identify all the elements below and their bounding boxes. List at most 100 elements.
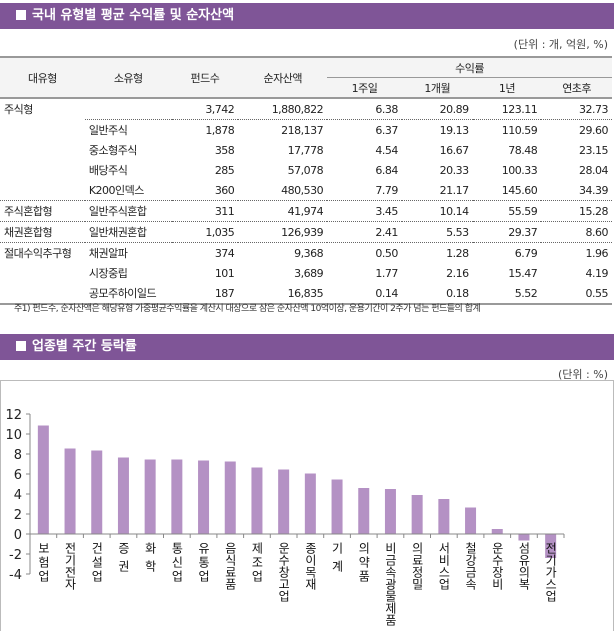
cell-minor: 배당주식	[88, 164, 128, 177]
bar	[251, 467, 263, 534]
y-tick-label: -4	[9, 568, 22, 583]
table-row: 주식혼합형 일반주식혼합 311 41,974 3.45 10.14 55.59 15.28	[0, 200, 612, 222]
x-category-label: 서비스업	[437, 542, 451, 590]
cell-m1: 2.16	[446, 266, 469, 280]
cell-w1: 6.38	[375, 102, 398, 116]
y-tick-label: 2	[14, 508, 22, 523]
cell-m1: 0.18	[446, 286, 469, 300]
cell-y1: 78.48	[508, 143, 538, 157]
cell-funds: 374	[171, 242, 239, 263]
cell-y1: 145.60	[501, 183, 538, 197]
cell-major: 주식혼합형	[0, 200, 85, 222]
section-title: 업종별 주간 등락률	[32, 339, 137, 354]
bar	[198, 460, 210, 534]
cell-nav: 16,835	[287, 286, 324, 300]
cell-major: 채권혼합형	[0, 221, 85, 243]
table-row: 일반주식 1,878 218,137 6.37 19.13 110.59 29.60	[0, 119, 612, 141]
cell-minor: 채권알파	[84, 242, 172, 263]
x-category-label: 의약품	[357, 542, 371, 584]
bar	[358, 488, 370, 534]
x-category-label: 종이목재	[303, 542, 317, 590]
cell-ytd: 23.15	[579, 143, 608, 157]
header-major: 대유형	[0, 57, 85, 98]
cell-y1: 55.59	[472, 200, 542, 222]
cell-m1: 10.14	[401, 200, 473, 222]
cell-m1: 21.17	[439, 183, 469, 197]
cell-m1: 20.33	[439, 163, 469, 177]
x-category-label: 보험업	[36, 542, 50, 584]
cell-major	[0, 160, 85, 180]
cell-nav: 41,974	[238, 200, 328, 222]
y-tick-label: 12	[5, 408, 22, 423]
x-category-label: 전기전자	[63, 542, 77, 590]
cell-funds: 1,878	[171, 119, 239, 140]
cell-major: 절대수익추구형	[0, 242, 85, 263]
table-row: 채권혼합형 일반채권혼합 1,035 126,939 2.41 5.53 29.37 8.60	[0, 221, 612, 243]
cell-minor: 시장중립	[88, 267, 128, 280]
header-1y: 1년	[472, 77, 542, 98]
x-category-label: 전기가스업	[544, 542, 558, 602]
cell-nav: 17,778	[287, 143, 324, 157]
cell-funds: 1,035	[171, 221, 239, 243]
section-header-fund-returns: 국내 유형별 평균 수익률 및 순자산액	[0, 3, 614, 29]
cell-ytd: 1.96	[541, 242, 612, 263]
cell-minor: 중소형주식	[88, 144, 138, 157]
header-funds: 펀드수	[171, 57, 239, 98]
bar	[91, 450, 103, 534]
x-category-label: 제조업	[250, 542, 264, 584]
cell-y1: 123.11	[501, 102, 538, 116]
table-row: 공모주하이일드 187 16,835 0.14 0.18 5.52 0.55	[0, 283, 612, 304]
sector-bar-chart: -4 -2 0 2 4 6 8 10 12 보험업 전기전자 건설업 증권 화학 통신업 유통업 음식료품 제조업…	[5, 408, 565, 626]
cell-minor: 일반주식혼합	[84, 200, 172, 222]
cell-nav: 3,689	[294, 266, 324, 280]
cell-ytd: 32.73	[579, 102, 608, 116]
x-category-label: 의료정밀	[410, 542, 424, 590]
table-row: K200인덱스 360 480,530 7.79 21.17 145.60 34.39	[0, 180, 612, 201]
cell-minor: 일반채권혼합	[84, 221, 172, 243]
cell-m1: 16.67	[439, 143, 469, 157]
cell-minor: K200인덱스	[88, 184, 145, 197]
y-tick-label: 0	[14, 528, 22, 543]
bar	[224, 461, 236, 534]
y-tick-label: 6	[14, 468, 22, 483]
header-nav: 순자산액	[238, 57, 328, 98]
square-bullet-icon	[16, 10, 26, 20]
cell-m1: 1.28	[401, 242, 473, 263]
header-minor: 소유형	[84, 57, 172, 98]
cell-y1: 5.52	[514, 286, 538, 300]
cell-ytd: 29.60	[541, 119, 612, 140]
cell-nav: 126,939	[238, 221, 328, 243]
cell-w1: 4.54	[375, 143, 398, 157]
x-category-label: 유통업	[197, 542, 211, 584]
bar	[384, 489, 396, 534]
x-category-label: 섬유의복	[517, 542, 531, 590]
cell-y1: 29.37	[472, 221, 542, 243]
footnote: 주1) 펀드수, 순자산액은 해당유형 가중평균수익률을 계산시 대상으로 삼은…	[14, 304, 481, 314]
cell-w1: 1.77	[375, 266, 398, 280]
section-title: 국내 유형별 평균 수익률 및 순자산액	[32, 8, 235, 23]
x-category-label: 음식료품	[223, 542, 237, 590]
x-category-label: 기계	[330, 542, 344, 578]
header-1w: 1주일	[327, 77, 402, 98]
cell-w1: 7.79	[375, 183, 398, 197]
cell-w1: 2.41	[327, 221, 402, 243]
cell-major	[0, 263, 85, 283]
cell-w1: 0.14	[375, 286, 398, 300]
header-return: 수익률	[327, 57, 612, 78]
bar	[171, 459, 183, 534]
cell-y1: 100.33	[501, 163, 538, 177]
cell-ytd: 15.28	[541, 200, 612, 222]
cell-nav: 218,137	[238, 119, 328, 140]
y-tick-label: -2	[9, 548, 22, 563]
x-category-label: 화학	[143, 542, 157, 578]
bar	[304, 473, 316, 534]
cell-major	[0, 120, 85, 141]
cell-w1: 6.84	[375, 163, 398, 177]
cell-nav: 57,078	[287, 163, 324, 177]
cell-ytd: 8.60	[541, 221, 612, 243]
cell-funds: 360	[214, 183, 235, 197]
x-category-label: 운수창고업	[277, 542, 291, 602]
cell-ytd: 28.04	[579, 163, 608, 177]
cell-w1: 6.37	[327, 119, 402, 140]
bar	[278, 469, 290, 534]
